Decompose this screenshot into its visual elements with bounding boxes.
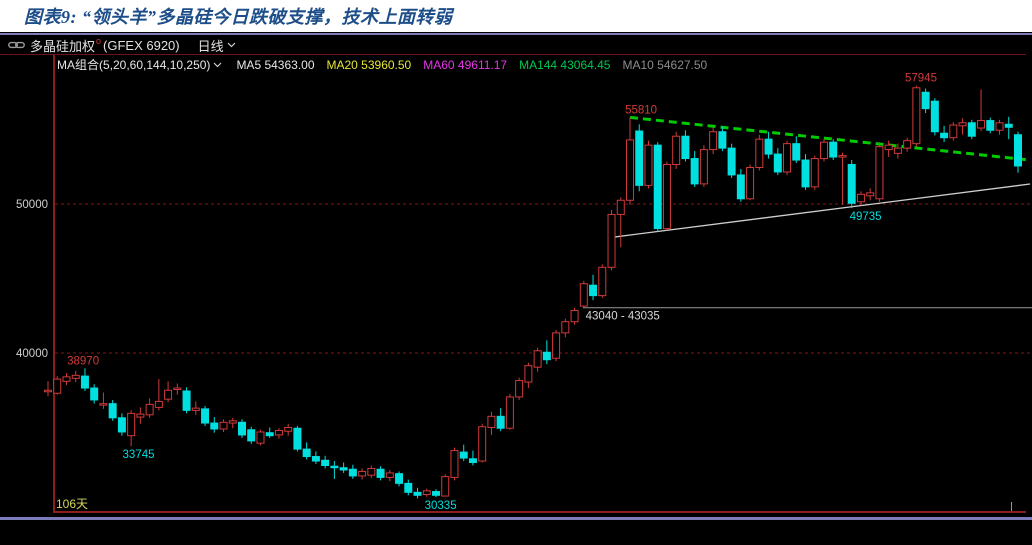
axis-tick <box>1011 502 1012 511</box>
chevron-down-icon[interactable] <box>227 42 236 48</box>
visible-days-label: 106天 <box>56 497 89 511</box>
report-title-bar: 图表9: “领头羊”多晶硅今日跌破支撑，技术上面转弱 <box>0 0 1032 32</box>
symbol-name: 多晶硅加权 <box>30 38 96 54</box>
ma-value-MA5: MA5 54363.00 <box>236 57 315 72</box>
chart-background <box>0 32 1032 545</box>
window-border-bottom <box>0 517 1032 520</box>
ma-value-MA144: MA144 43064.45 <box>519 57 611 72</box>
chart-header: 多晶硅加权 o (GFEX 6920) 日线 <box>8 36 236 54</box>
period-selector[interactable]: 日线 <box>197 38 224 54</box>
quote-marker: o <box>96 36 102 46</box>
chevron-down-icon[interactable] <box>213 62 222 68</box>
ma-indicator-row: MA组合(5,20,60,144,10,250) MA5 54363.00 MA2… <box>57 57 707 73</box>
window-border-top <box>0 33 1032 35</box>
exchange-code: (GFEX 6920) <box>103 37 180 53</box>
ma-value-MA20: MA20 53960.50 <box>326 57 412 72</box>
link-icon[interactable] <box>8 40 25 50</box>
ma-value-MA60: MA60 49611.17 <box>423 57 508 72</box>
ma-values: MA5 54363.00 MA20 53960.50 MA60 49611.17 MA… <box>224 58 707 72</box>
ma-settings-label[interactable]: MA组合(5,20,60,144,10,250) <box>57 58 211 72</box>
x-axis-line <box>53 511 1026 513</box>
y-axis-line <box>53 55 55 511</box>
page-title: 图表9: “领头羊”多晶硅今日跌破支撑，技术上面转弱 <box>24 7 453 27</box>
header-separator <box>0 54 1026 55</box>
ma-value-MA10: MA10 54627.50 <box>622 57 708 72</box>
